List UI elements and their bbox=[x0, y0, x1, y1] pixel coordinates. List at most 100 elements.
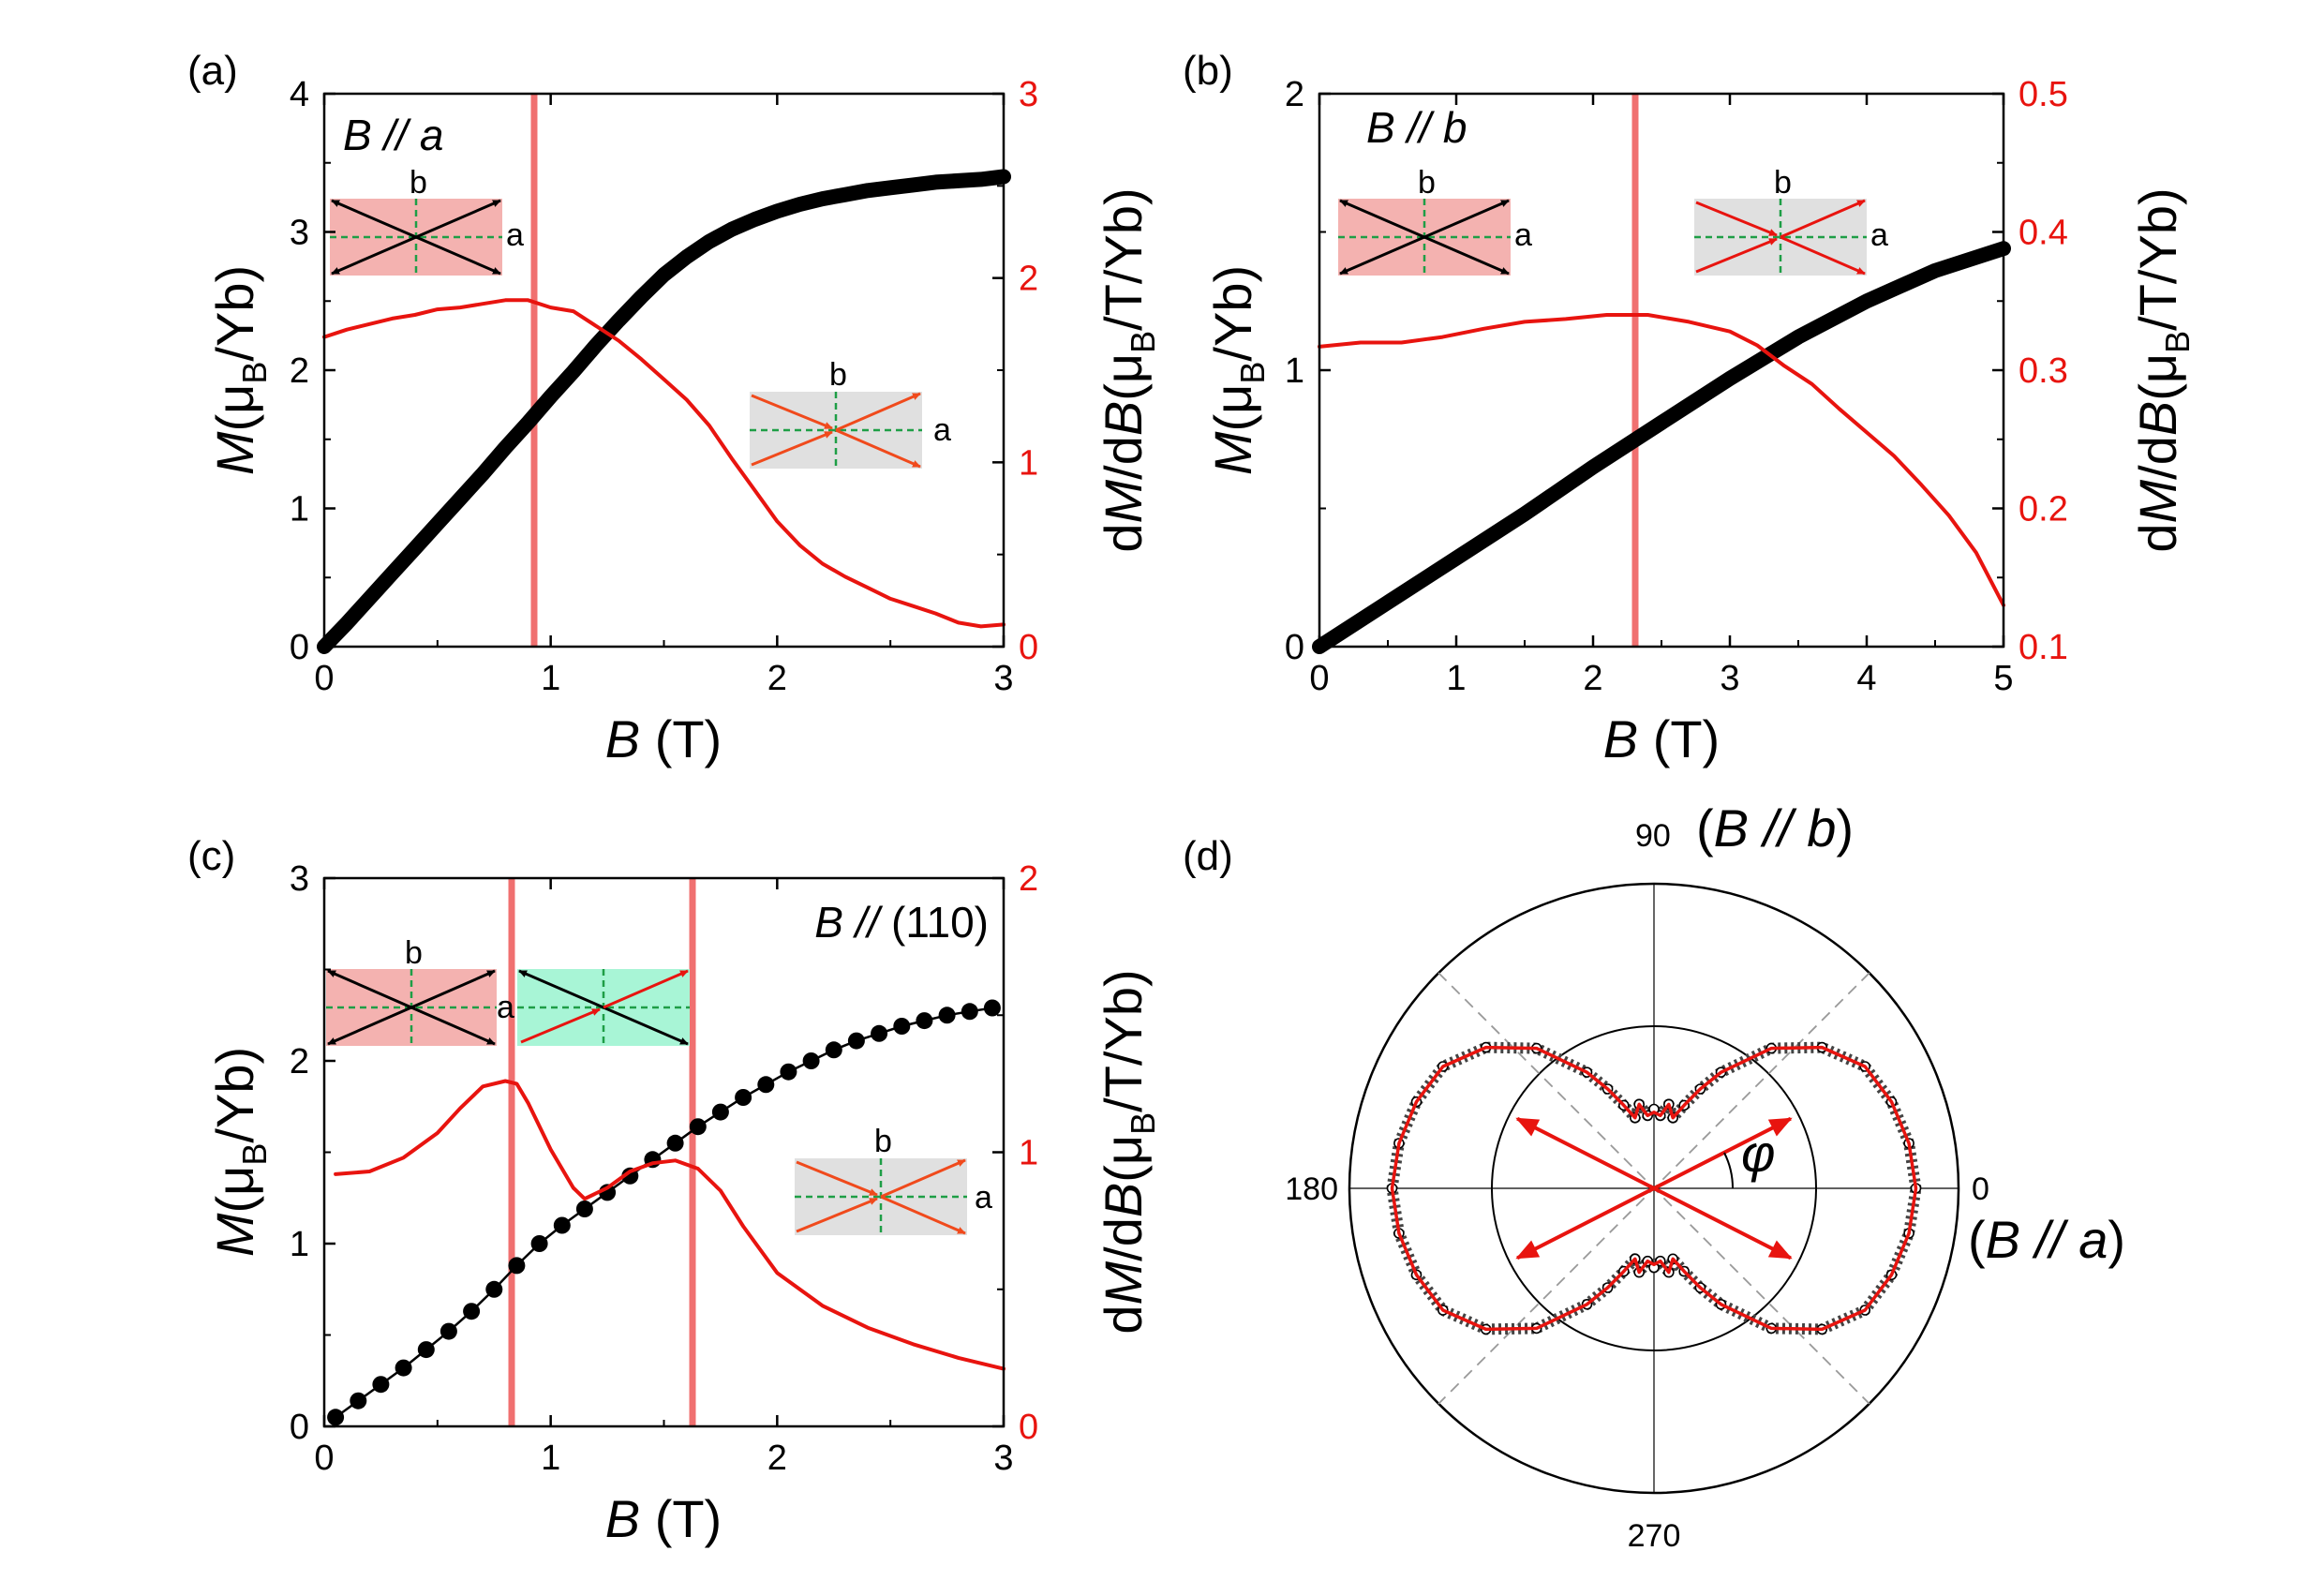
panel-b-condition: B // b bbox=[1366, 103, 1467, 152]
panel-b-y-right-label: dM/dB(μB/T/Yb) bbox=[2128, 187, 2197, 552]
data-point bbox=[553, 1216, 571, 1234]
panel-a-y-right-ticks: 0 1 2 3 bbox=[992, 75, 1038, 667]
moment-arrow bbox=[1339, 235, 1425, 276]
polar-fit-line bbox=[1390, 1045, 1918, 1332]
moment-arrow bbox=[331, 235, 417, 276]
x-tick-label: 3 bbox=[1720, 659, 1739, 698]
y-right-tick-label: 0 bbox=[1019, 1408, 1038, 1447]
angle-arc bbox=[1723, 1152, 1735, 1189]
data-point bbox=[372, 1376, 390, 1394]
data-point bbox=[485, 1280, 503, 1298]
panel-b-y-right-ticks: 0.1 0.2 0.3 0.4 0.5 bbox=[1992, 75, 2068, 667]
data-point bbox=[847, 1032, 865, 1050]
moment-arrow bbox=[796, 1197, 878, 1233]
angle-label-270: 270 bbox=[1628, 1518, 1681, 1554]
moment-arrow bbox=[410, 1006, 496, 1046]
moment-arrow bbox=[1695, 237, 1778, 274]
panel-a: (a) b a b a 0 1 2 3 0 bbox=[187, 48, 1162, 768]
y-right-tick-label: 2 bbox=[1019, 859, 1038, 899]
moment-arrow bbox=[518, 969, 604, 1009]
data-point bbox=[508, 1257, 526, 1275]
y-right-tick-label: 0.1 bbox=[2019, 628, 2068, 667]
data-point bbox=[735, 1089, 752, 1106]
panel-c-series bbox=[327, 999, 1006, 1426]
angle-symbol: φ bbox=[1741, 1124, 1776, 1183]
y-left-tick-label: 2 bbox=[1285, 75, 1304, 114]
x-tick-label: 0 bbox=[1309, 659, 1329, 698]
data-point bbox=[350, 1392, 367, 1409]
inset-b-label: b bbox=[874, 1124, 892, 1159]
moment-arrow bbox=[327, 1006, 412, 1046]
inset-a-label: a bbox=[975, 1180, 992, 1216]
y-left-tick-label: 3 bbox=[290, 859, 309, 899]
y-right-tick-label: 2 bbox=[1019, 260, 1038, 299]
panel-a-condition: B // a bbox=[343, 111, 443, 159]
x-tick-label: 2 bbox=[767, 659, 787, 698]
y-left-tick-label: 0 bbox=[290, 1408, 309, 1447]
moment-arrow bbox=[751, 430, 833, 467]
inset-a-label: a bbox=[497, 990, 514, 1025]
y-right-tick-label: 3 bbox=[1019, 75, 1038, 114]
data-point bbox=[463, 1303, 481, 1320]
data-point bbox=[666, 1134, 684, 1152]
panel-c-marker-lines bbox=[508, 878, 696, 1426]
panel-a-inset-low-field: b a bbox=[330, 165, 524, 276]
y-right-tick-label: 1 bbox=[1019, 443, 1038, 483]
moment-arrow bbox=[1780, 199, 1866, 239]
y-left-tick-label: 4 bbox=[290, 75, 309, 114]
y-left-tick-label: 1 bbox=[290, 1225, 309, 1264]
panel-c-condition: B // (110) bbox=[814, 898, 989, 947]
moment-arrow bbox=[327, 969, 412, 1009]
angle-label-180: 180 bbox=[1285, 1171, 1338, 1207]
panel-c-label: (c) bbox=[187, 833, 235, 879]
panel-b-y-left-ticks: 0 1 2 bbox=[1285, 75, 1331, 667]
panel-c: (c) b a bbox=[187, 833, 1162, 1548]
inset-a-label: a bbox=[1870, 217, 1888, 253]
moment-arrow bbox=[331, 199, 417, 239]
panel-c-x-ticks: 0 1 2 3 bbox=[314, 878, 1014, 1478]
polar-moment-arrows bbox=[1515, 1116, 1793, 1260]
moment-arrow bbox=[880, 1158, 966, 1199]
series-dmdb-line bbox=[322, 298, 1006, 629]
panel-c-y-right-ticks: 0 1 2 bbox=[992, 859, 1038, 1447]
y-right-tick-label: 0.3 bbox=[2019, 351, 2068, 391]
y-left-tick-label: 1 bbox=[290, 490, 309, 529]
panel-a-x-label: B (T) bbox=[605, 709, 722, 768]
x-tick-label: 3 bbox=[993, 1439, 1013, 1478]
panel-a-inset-high-field: b a bbox=[750, 357, 951, 469]
y-right-tick-label: 1 bbox=[1019, 1134, 1038, 1173]
inset-a-label: a bbox=[933, 412, 951, 448]
panel-a-series bbox=[317, 169, 1011, 654]
panel-c-y-left-ticks: 0 1 2 3 bbox=[290, 859, 335, 1447]
inset-a-label: a bbox=[506, 217, 524, 253]
data-point bbox=[439, 1322, 457, 1340]
x-tick-label: 4 bbox=[1856, 659, 1876, 698]
series-dmdb-line bbox=[334, 1079, 1006, 1371]
panel-b-inset-low-field: b a bbox=[1338, 165, 1532, 276]
moment-arrow bbox=[1423, 235, 1510, 276]
data-point bbox=[916, 1012, 933, 1030]
inset-a-label: a bbox=[1514, 217, 1532, 253]
panel-c-y-left-label: M(μB/Yb) bbox=[205, 1047, 274, 1257]
x-tick-label: 2 bbox=[767, 1439, 787, 1478]
data-point bbox=[711, 1103, 729, 1121]
panel-c-inset-mid-field bbox=[517, 969, 690, 1046]
angle-label-0: 0 bbox=[1972, 1171, 1989, 1207]
data-point bbox=[417, 1341, 435, 1359]
data-point bbox=[961, 1003, 978, 1021]
data-point bbox=[757, 1076, 775, 1094]
panel-a-x-ticks: 0 1 2 3 bbox=[314, 94, 1014, 698]
x-tick-label: 0 bbox=[314, 659, 334, 698]
polar-series bbox=[1386, 1041, 1922, 1335]
moment-arrow bbox=[410, 969, 496, 1009]
panel-c-inset-low-field: b a bbox=[326, 935, 514, 1046]
panel-a-y-left-label: M(μB/Yb) bbox=[205, 265, 274, 475]
inset-b-label: b bbox=[405, 935, 423, 971]
data-point bbox=[327, 1409, 345, 1426]
panel-b-y-left-label: M(μB/Yb) bbox=[1203, 265, 1272, 475]
moment-arrow bbox=[1780, 235, 1866, 276]
y-right-tick-label: 0.4 bbox=[2019, 214, 2068, 253]
panel-b-series bbox=[1312, 241, 2011, 654]
panel-d-label: (d) bbox=[1183, 833, 1233, 879]
y-left-tick-label: 0 bbox=[1285, 628, 1304, 667]
